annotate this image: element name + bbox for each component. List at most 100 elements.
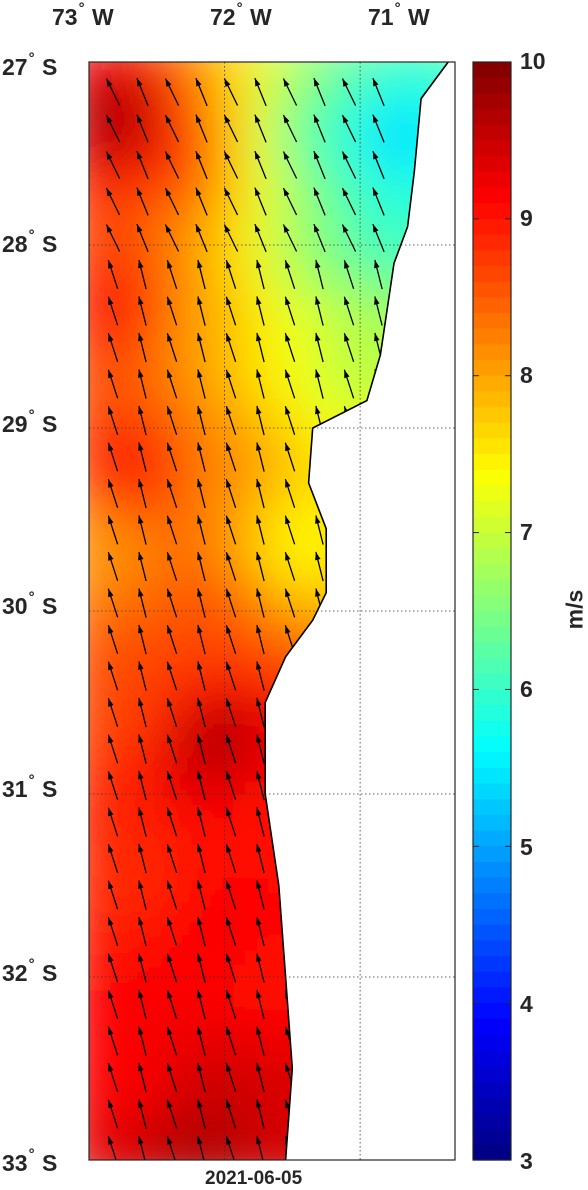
colorbar-block xyxy=(473,689,511,706)
wind-arrow xyxy=(136,187,149,216)
colorbar-frame xyxy=(472,61,512,1161)
wind-arrow xyxy=(256,296,265,326)
colorbar-tick-6: 6 xyxy=(520,676,533,702)
colorbar-block xyxy=(473,344,511,361)
colorbar-block xyxy=(473,422,511,440)
wind-arrow xyxy=(138,332,147,363)
colorbar-block xyxy=(473,720,511,738)
wind-arrow xyxy=(166,844,178,873)
wind-arrow xyxy=(164,151,180,179)
wind-arrow xyxy=(197,807,206,837)
wind-arrow xyxy=(107,771,119,800)
colorbar-block xyxy=(473,375,511,392)
wind-arrow xyxy=(166,661,178,691)
wind-arrow xyxy=(254,150,267,180)
wind-arrow xyxy=(256,369,265,399)
wind-arrow xyxy=(256,807,265,837)
wind-arrow xyxy=(107,807,119,837)
wind-arrow xyxy=(166,369,178,399)
wind-arrow xyxy=(107,369,119,399)
colorbar-tick-10: 10 xyxy=(520,48,546,74)
colorbar-scale xyxy=(473,62,511,1161)
wind-arrow xyxy=(197,916,206,947)
colorbar-block xyxy=(473,1034,511,1051)
wind-arrow xyxy=(315,515,324,545)
wind-arrow xyxy=(225,953,237,983)
colorbar-block xyxy=(473,940,511,957)
wind-arrow xyxy=(166,296,178,326)
wind-arrow xyxy=(197,296,206,326)
wind-arrow xyxy=(282,78,298,106)
colorbar-block xyxy=(473,1097,511,1114)
wind-arrow xyxy=(343,333,355,362)
wind-arrow xyxy=(166,479,178,508)
wind-arrow xyxy=(166,771,178,800)
wind-arrow xyxy=(195,77,208,107)
wind-arrow xyxy=(166,1063,178,1092)
wind-arrow xyxy=(223,187,239,216)
wind-arrow xyxy=(138,1099,147,1129)
colorbar-block xyxy=(473,391,511,408)
wind-arrow xyxy=(284,479,296,508)
wind-arrow xyxy=(223,224,239,252)
wind-arrow xyxy=(166,1099,178,1129)
wind-arrow xyxy=(105,187,121,216)
colorbar-block xyxy=(473,626,511,643)
wind-arrow xyxy=(256,1099,265,1129)
wind-arrow xyxy=(284,552,296,581)
wind-arrow xyxy=(166,990,178,1019)
wind-arrow xyxy=(138,551,147,582)
wind-arrow xyxy=(197,624,206,655)
wind-arrow xyxy=(136,150,149,180)
colorbar-block xyxy=(473,595,511,612)
wind-arrow xyxy=(138,405,147,436)
colorbar-block xyxy=(473,218,511,236)
wind-arrow xyxy=(166,406,178,435)
colorbar-tick-3: 3 xyxy=(520,1148,533,1174)
colorbar-block xyxy=(473,312,511,330)
wind-arrow xyxy=(138,989,147,1020)
wind-arrow xyxy=(225,698,237,727)
wind-arrow xyxy=(284,296,296,326)
colorbar-block xyxy=(473,140,511,157)
wind-arrow xyxy=(197,478,206,509)
wind-arrow xyxy=(197,1026,206,1056)
wind-arrow xyxy=(284,333,296,362)
colorbar-block xyxy=(473,673,511,691)
colorbar-block xyxy=(473,297,511,314)
wind-arrow xyxy=(166,625,178,654)
wind-arrow xyxy=(138,515,147,545)
wind-arrow xyxy=(254,77,267,107)
wind-arrow xyxy=(256,770,265,801)
colorbar-block xyxy=(473,1081,511,1098)
colorbar-block xyxy=(473,971,511,989)
wind-arrow xyxy=(225,333,237,362)
wind-arrow xyxy=(343,369,355,399)
colorbar-block xyxy=(473,469,511,487)
colorbar-block xyxy=(473,516,511,534)
lat-label-31s: 31° S xyxy=(2,772,58,802)
colorbar-block xyxy=(473,62,511,79)
wind-arrow xyxy=(372,223,385,253)
colorbar-block xyxy=(473,93,511,110)
wind-arrow xyxy=(372,77,385,107)
wind-arrow xyxy=(136,114,149,143)
colorbar-block xyxy=(473,454,511,471)
wind-arrow xyxy=(197,551,206,582)
wind-arrow xyxy=(164,224,180,252)
lat-label-33s: 33° S xyxy=(2,1146,58,1176)
colorbar-block xyxy=(473,203,511,220)
wind-arrow xyxy=(138,880,147,910)
colorbar-tick-9: 9 xyxy=(520,205,533,231)
colorbar-block xyxy=(473,1112,511,1130)
wind-arrow xyxy=(256,259,265,290)
wind-arrow xyxy=(225,1136,237,1160)
colorbar-block xyxy=(473,187,511,204)
wind-arrow xyxy=(136,77,149,107)
wind-arrow xyxy=(282,151,298,179)
wind-arrow xyxy=(138,1135,147,1160)
wind-arrow xyxy=(197,369,206,399)
wind-arrow xyxy=(166,1026,178,1056)
wind-arrow xyxy=(223,151,239,179)
